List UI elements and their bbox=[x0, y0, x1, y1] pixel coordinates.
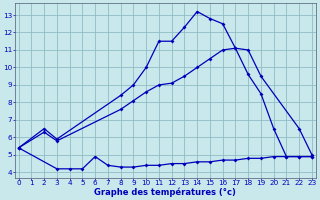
X-axis label: Graphe des températures (°c): Graphe des températures (°c) bbox=[94, 188, 236, 197]
